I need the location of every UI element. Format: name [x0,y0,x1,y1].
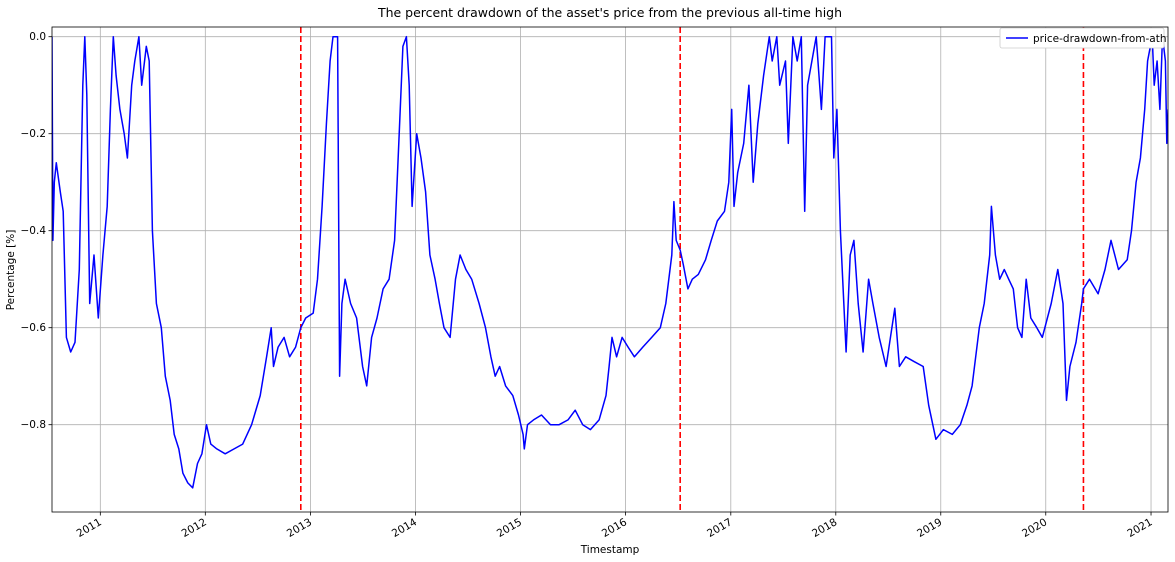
series-line [52,35,1168,489]
plot-area [52,35,1168,489]
chart-title: The percent drawdown of the asset's pric… [377,5,842,20]
legend-label: price-drawdown-from-ath [1033,33,1166,45]
x-axis-label: Timestamp [580,544,640,556]
legend: price-drawdown-from-ath [999,27,1166,49]
y-tick-label: −0.8 [21,419,47,431]
y-axis-label: Percentage [%] [5,230,17,311]
y-axis: 0.0 −0.2 −0.4 −0.6 −0.8 [21,31,52,431]
series-layer [52,35,1168,489]
legend-box [999,27,1165,49]
y-tick-label: −0.4 [21,225,47,237]
y-tick-label: 0.0 [29,31,46,43]
grid [52,27,1168,512]
y-tick-label: −0.2 [21,128,47,140]
plot-frame [51,26,1169,513]
y-tick-label: −0.6 [21,322,47,334]
